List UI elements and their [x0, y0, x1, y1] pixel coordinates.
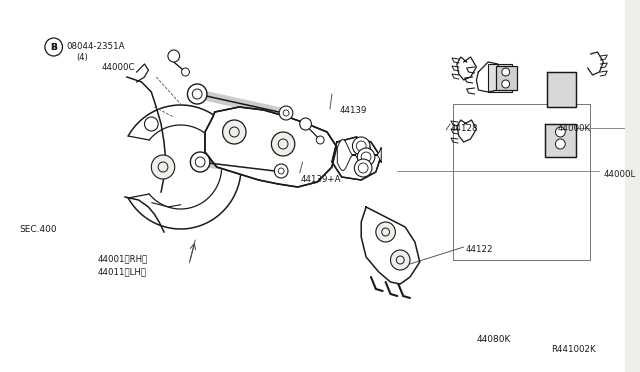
Circle shape: [356, 141, 366, 151]
Circle shape: [556, 127, 565, 137]
Polygon shape: [361, 207, 420, 284]
Circle shape: [390, 250, 410, 270]
Text: 44139: 44139: [340, 106, 367, 115]
Text: 44122: 44122: [466, 246, 493, 254]
Circle shape: [376, 222, 396, 242]
Circle shape: [278, 168, 284, 174]
Bar: [428, 30, 606, 340]
Text: 44139+A: 44139+A: [301, 174, 341, 183]
Text: 44001〈RH〉: 44001〈RH〉: [98, 254, 148, 263]
Circle shape: [357, 148, 375, 166]
Text: B: B: [51, 42, 57, 51]
Circle shape: [353, 137, 370, 155]
Text: 44128: 44128: [451, 124, 479, 132]
Circle shape: [195, 157, 205, 167]
Text: R441002K: R441002K: [551, 346, 595, 355]
Circle shape: [193, 89, 202, 99]
Circle shape: [300, 118, 312, 130]
Polygon shape: [205, 107, 337, 187]
Circle shape: [361, 152, 371, 162]
Text: 44000K: 44000K: [557, 124, 591, 132]
Circle shape: [278, 139, 288, 149]
Text: 44000C: 44000C: [102, 62, 135, 71]
Circle shape: [45, 38, 63, 56]
Text: 44011〈LH〉: 44011〈LH〉: [98, 267, 147, 276]
Circle shape: [502, 68, 509, 76]
Circle shape: [145, 117, 158, 131]
Circle shape: [381, 228, 390, 236]
Circle shape: [355, 159, 372, 177]
Bar: [453, 104, 591, 260]
Circle shape: [502, 80, 509, 88]
Polygon shape: [545, 124, 576, 157]
Text: 44080K: 44080K: [476, 334, 511, 343]
Polygon shape: [488, 64, 511, 92]
Circle shape: [188, 84, 207, 104]
Text: 44000L: 44000L: [604, 170, 636, 179]
Circle shape: [358, 163, 368, 173]
Polygon shape: [476, 62, 500, 92]
Circle shape: [182, 68, 189, 76]
Text: 08044-2351A: 08044-2351A: [67, 42, 125, 51]
Circle shape: [316, 136, 324, 144]
Polygon shape: [332, 137, 381, 180]
Circle shape: [556, 139, 565, 149]
Polygon shape: [547, 72, 576, 107]
Circle shape: [223, 120, 246, 144]
Circle shape: [275, 164, 288, 178]
Circle shape: [158, 162, 168, 172]
Bar: [184, 30, 444, 340]
Text: (4): (4): [76, 52, 88, 61]
Circle shape: [271, 132, 295, 156]
Text: B: B: [51, 42, 57, 51]
Circle shape: [396, 256, 404, 264]
Circle shape: [168, 50, 180, 62]
Circle shape: [151, 155, 175, 179]
Circle shape: [279, 106, 293, 120]
Circle shape: [283, 110, 289, 116]
Polygon shape: [496, 66, 517, 90]
Bar: [453, 104, 591, 260]
Text: SEC.400: SEC.400: [20, 224, 57, 234]
Circle shape: [190, 152, 210, 172]
Circle shape: [229, 127, 239, 137]
